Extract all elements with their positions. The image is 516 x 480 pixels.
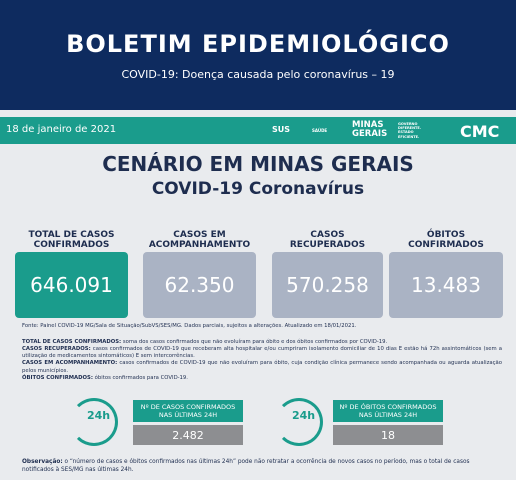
header [0,0,516,110]
clock-icon: 24h [70,398,118,446]
source: Fonte: Painel COVID-19 MG/Sala de Situaç… [22,323,357,329]
definition-term: CASOS RECUPERADOS: [22,346,91,353]
scenario-subtitle: COVID-19 Coronavírus [151,179,365,199]
card-label: CASOS EM ACOMPANHAMENTO [148,230,251,250]
box-label: Nº DE ÓBITOS CONFIRMADOS NAS ÚLTIMAS 24H [333,400,443,422]
date: 18 de janeiro de 2021 [6,124,117,135]
note: Observação: o “número de casos e óbitos … [22,459,502,474]
icon-label: 24h [292,409,316,422]
logo-cmc: CMC [460,122,500,141]
card-value: 570.258 [272,252,383,318]
logo-saude: SAÚDE [312,128,328,133]
scenario-title: CENÁRIO EM MINAS GERAIS [102,152,414,176]
date-bar [0,117,516,144]
definition-term: ÓBITOS CONFIRMADOS: [22,374,93,381]
definition-text: casos confirmados de COVID-19 que recebe… [22,346,502,360]
icon-label: 24h [87,409,111,422]
title: BOLETIM EPIDEMIOLÓGICO [66,30,450,58]
subtitle: COVID-19: Doença causada pelo coronavíru… [121,68,395,81]
definition-text: casos confirmados de COVID-19 que não ev… [22,360,502,374]
definition: CASOS RECUPERADOS: casos confirmados de … [22,346,502,360]
note-term: Observação: [22,459,63,465]
definition-text: óbitos confirmados para COVID-19. [94,374,188,381]
card-label: TOTAL DE CASOS CONFIRMADOS [28,230,115,250]
definition-term: TOTAL DE CASOS CONFIRMADOS: [22,339,122,345]
logo-sus: SUS [272,125,291,134]
card-value: 62.350 [143,252,256,318]
note-text: o “número de casos e óbitos confirmados … [22,459,470,473]
definition-term: CASOS EM ACOMPANHAMENTO: [22,360,118,367]
card-label: ÓBITOS CONFIRMADOS [408,230,484,250]
definition-text: soma dos casos confirmados que não evolu… [122,339,388,345]
logo-gov: GOVERNO DIFERENTE. ESTADO EFICIENTE. [398,122,422,139]
definition: TOTAL DE CASOS CONFIRMADOS: soma dos cas… [22,339,502,346]
box-label: Nº DE CASOS CONFIRMADOS NAS ÚLTIMAS 24H [133,400,243,422]
definition: CASOS EM ACOMPANHAMENTO: casos confirmad… [22,360,502,374]
card-value: 646.091 [15,252,128,318]
definition: ÓBITOS CONFIRMADOS: óbitos confirmados p… [22,375,502,382]
card-value: 13.483 [389,252,503,318]
logo-minas: MINAS GERAIS [352,120,388,139]
box-value: 18 [333,425,443,445]
card-label: CASOS RECUPERADOS [289,230,366,250]
definitions: TOTAL DE CASOS CONFIRMADOS: soma dos cas… [22,339,502,382]
box-value: 2.482 [133,425,243,445]
clock-icon: 24h [275,398,323,446]
